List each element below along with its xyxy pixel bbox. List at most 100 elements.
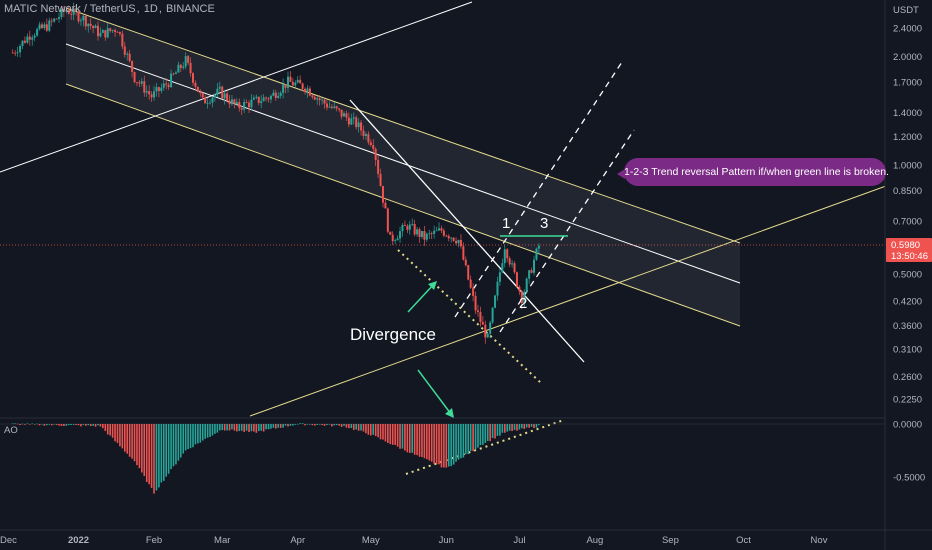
ao-bar	[374, 424, 377, 437]
candle-body	[143, 81, 146, 93]
candle-body	[14, 52, 17, 54]
ao-bar	[460, 424, 462, 459]
pattern-callout: 1-2-3 Trend reversal Pattern if/when gre…	[624, 158, 889, 186]
candle-body	[182, 66, 185, 68]
ao-bar	[77, 424, 80, 426]
ao-bar	[36, 423, 38, 425]
candle-body	[187, 56, 190, 63]
candle-body	[36, 29, 39, 36]
candle-body	[265, 97, 268, 99]
candle-body	[96, 25, 99, 37]
ao-bar	[133, 424, 136, 462]
ao-bar	[296, 423, 299, 425]
candle-body	[528, 270, 531, 279]
candle-body	[238, 101, 241, 109]
candle-body	[162, 83, 165, 88]
price-tick-label: 0.3600	[893, 321, 922, 332]
candle-body	[408, 224, 411, 230]
ao-bar	[31, 423, 34, 425]
ao-bar	[80, 424, 82, 427]
candle-body	[131, 60, 134, 72]
ao-bar	[223, 424, 226, 431]
ao-bar	[289, 424, 292, 426]
ao-bar	[60, 424, 63, 426]
ao-bar	[24, 424, 26, 425]
ao-bar	[379, 424, 382, 440]
ao-bar	[38, 424, 41, 426]
last-price-tag: 0.5980 13:50:46	[886, 238, 932, 262]
candle-body	[360, 122, 363, 131]
ao-divergence-dotted-line	[405, 419, 565, 475]
ao-bar	[119, 424, 121, 447]
candle-body	[347, 117, 350, 125]
candle-body	[233, 99, 236, 104]
ao-bar	[167, 424, 170, 474]
candle-body	[296, 79, 299, 83]
candle-body	[135, 82, 138, 83]
time-tick-label: Mar	[214, 535, 230, 546]
candle-body	[284, 84, 287, 88]
candle-body	[72, 8, 75, 15]
ao-bar	[199, 424, 202, 443]
candle-body	[82, 15, 85, 21]
currency-label: USDT	[893, 5, 919, 16]
candle-body	[389, 231, 392, 235]
ao-bar	[413, 424, 416, 455]
candle-body	[11, 52, 14, 54]
ao-bar	[282, 424, 284, 428]
price-tick-label: 0.2600	[893, 372, 922, 383]
ao-bar	[116, 424, 119, 443]
candle-body	[372, 145, 375, 149]
ao-bar	[19, 424, 21, 426]
ao-bar	[194, 424, 197, 445]
candle-body	[262, 97, 265, 102]
candle-body	[133, 71, 136, 83]
ao-bar	[357, 424, 360, 431]
candle-body	[428, 233, 431, 235]
candle-body	[167, 84, 170, 88]
ao-bar	[97, 424, 99, 426]
candle-body	[457, 240, 460, 244]
candle-body	[430, 233, 433, 235]
ao-bar	[340, 424, 343, 428]
ao-bar	[89, 424, 92, 427]
ao-bar	[331, 424, 333, 427]
ao-bar	[426, 424, 428, 460]
candle-body	[399, 231, 402, 239]
candle-body	[481, 322, 484, 325]
ao-bar	[299, 423, 301, 424]
candle-body	[150, 94, 153, 98]
ao-bar	[472, 424, 474, 452]
ao-bar	[338, 424, 340, 426]
ao-bar	[28, 424, 31, 425]
candle-body	[308, 88, 311, 96]
candle-body	[279, 92, 282, 96]
ao-bar	[46, 424, 48, 426]
candle-body	[362, 130, 365, 136]
candle-body	[435, 230, 438, 232]
ao-bar	[150, 424, 153, 488]
candle-body	[486, 333, 489, 338]
ao-bar	[452, 424, 455, 465]
ao-bar	[352, 424, 355, 431]
candle-body	[248, 102, 251, 108]
candle-body	[525, 278, 528, 292]
candle-body	[343, 113, 346, 117]
ao-bar	[447, 424, 450, 467]
candle-body	[355, 117, 358, 128]
ao-bar	[294, 424, 297, 425]
ao-bar	[43, 424, 46, 426]
ao-bar	[489, 424, 491, 442]
candle-body	[235, 101, 238, 104]
candle-body	[440, 228, 443, 231]
ao-bar	[457, 424, 460, 460]
candle-body	[533, 259, 536, 273]
ao-bar	[94, 424, 97, 427]
candle-body	[447, 235, 450, 239]
ao-bar	[323, 424, 326, 426]
candle-body	[123, 46, 126, 55]
ao-bar	[41, 424, 43, 425]
price-tick-label: 1.7000	[893, 78, 922, 89]
time-tick-label: Feb	[146, 535, 162, 546]
